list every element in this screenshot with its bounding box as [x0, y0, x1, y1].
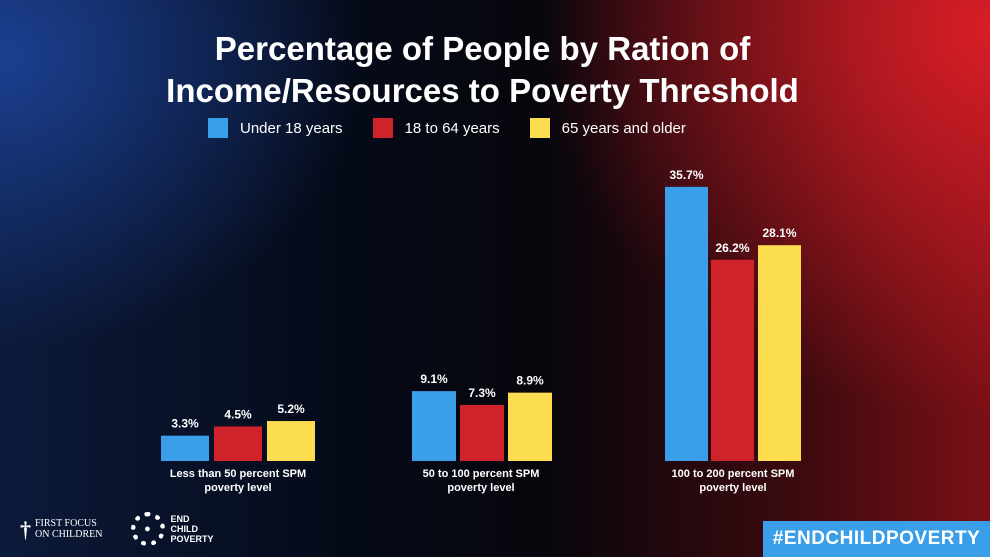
category-label-3: 100 to 200 percent SPM poverty level — [633, 467, 833, 495]
figure-icon: † — [20, 516, 31, 542]
chart-title: Percentage of People by Ration of Income… — [0, 28, 965, 112]
category-line: 50 to 100 percent SPM — [422, 468, 540, 480]
data-label: 5.2% — [277, 402, 305, 416]
category-label-1: Less than 50 percent SPM poverty level — [138, 467, 338, 495]
bar-1-3 — [665, 186, 708, 461]
end-child-poverty-logo: ● END CHILD POVERTY — [130, 512, 214, 546]
bar-2-3 — [711, 259, 754, 461]
legend-swatch — [208, 118, 228, 138]
bar-3-3 — [758, 245, 801, 461]
data-label: 35.7% — [669, 168, 703, 182]
logo-text: CHILD — [170, 524, 199, 534]
logo-text: POVERTY — [170, 534, 214, 544]
data-label: 4.5% — [224, 407, 252, 421]
title-line-1: Percentage of People by Ration of — [214, 30, 751, 67]
bar-2-1 — [214, 426, 262, 461]
category-line: Less than 50 percent SPM — [169, 468, 307, 480]
logo-text: ON CHILDREN — [35, 529, 103, 540]
bar-2-2 — [460, 404, 504, 461]
category-line: poverty level — [204, 482, 272, 494]
legend: Under 18 years 18 to 64 years 65 years a… — [208, 118, 686, 138]
category-label-2: 50 to 100 percent SPM poverty level — [381, 467, 581, 495]
logos: † FIRST FOCUS ON CHILDREN ● END CHILD POVER… — [20, 512, 214, 546]
legend-item-under-18: Under 18 years — [208, 118, 343, 138]
legend-swatch — [372, 118, 393, 138]
category-line: poverty level — [447, 482, 515, 494]
legend-label: 18 to 64 years — [404, 119, 500, 137]
sun-icon: ● — [130, 512, 165, 546]
bar-1-1 — [161, 435, 209, 461]
legend-item-18-64: 18 to 64 years — [372, 118, 500, 138]
bar-3-2 — [508, 392, 552, 461]
bar-3-1 — [267, 421, 315, 461]
hashtag-banner: #ENDCHILDPOVERTY — [763, 521, 990, 557]
data-label: 9.1% — [420, 372, 448, 386]
category-line: poverty level — [699, 482, 767, 494]
logo-text: END — [170, 514, 190, 524]
data-label: 26.2% — [715, 241, 749, 255]
legend-swatch — [529, 118, 550, 138]
data-label: 28.1% — [762, 226, 796, 240]
bar-1-2 — [412, 391, 456, 461]
legend-label: 65 years and older — [561, 119, 686, 137]
legend-label: Under 18 years — [240, 119, 343, 137]
data-label: 3.3% — [171, 417, 199, 431]
category-line: 100 to 200 percent SPM — [671, 468, 795, 480]
data-label: 7.3% — [468, 386, 496, 400]
first-focus-logo: † FIRST FOCUS ON CHILDREN — [20, 518, 103, 540]
data-label: 8.9% — [516, 374, 544, 388]
title-line-2: Income/Resources to Poverty Threshold — [166, 72, 799, 109]
legend-item-65-older: 65 years and older — [529, 118, 686, 138]
logo-text: FIRST FOCUS — [35, 518, 97, 529]
